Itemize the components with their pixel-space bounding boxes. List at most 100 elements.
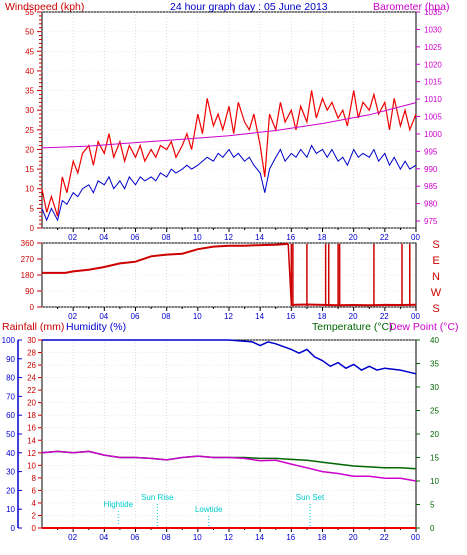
temp-y-label: 25 (430, 407, 439, 416)
humidity-x-label: 10 (193, 533, 202, 542)
chart-layer: 0510152025303540455055975980985990995100… (2, 8, 443, 542)
wind-x-label: 02 (68, 233, 77, 242)
direction-x-label: 04 (99, 312, 108, 321)
compass-label: N (432, 271, 440, 283)
temperature-axis-label: Temperature (°C) (312, 321, 393, 333)
wind-y-label: 25 (25, 126, 34, 135)
wind-x-label: 22 (380, 233, 389, 242)
humidity-x-label: 08 (162, 533, 171, 542)
wind-x-label: 10 (193, 233, 202, 242)
baro-y-label: 995 (424, 147, 438, 156)
direction-x-label: 18 (318, 312, 327, 321)
wind-y-label: 40 (25, 67, 34, 76)
direction-y-label: 180 (21, 271, 35, 280)
direction-x-label: 10 (193, 312, 202, 321)
temp-y-label: 35 (430, 360, 439, 369)
humidity-axis-label: Humidity (%) (66, 321, 126, 333)
humidity-y-label: 40 (6, 449, 15, 458)
humidity-y-label: 60 (6, 411, 15, 420)
wind-x-label: 20 (349, 233, 358, 242)
direction-x-label: 20 (349, 312, 358, 321)
wind-y-label: 5 (30, 204, 35, 213)
baro-y-label: 1005 (424, 113, 442, 122)
rain-y-label: 22 (27, 386, 36, 395)
rain-y-label: 6 (32, 486, 37, 495)
rain-y-label: 20 (27, 399, 36, 408)
rain-y-label: 26 (27, 361, 36, 370)
baro-y-label: 1010 (424, 95, 442, 104)
compass-label: W (431, 287, 442, 299)
direction-x-label: 16 (286, 312, 295, 321)
rain-y-label: 12 (27, 449, 36, 458)
humidity-x-label: 14 (255, 533, 264, 542)
rain-y-label: 24 (27, 374, 36, 383)
temp-y-label: 10 (430, 477, 439, 486)
baro-y-label: 990 (424, 165, 438, 174)
temp-y-label: 5 (430, 501, 435, 510)
compass-label: E (432, 255, 439, 267)
annotation-label: Lowtide (195, 505, 223, 514)
direction-x-label: 02 (68, 312, 77, 321)
direction-y-label: 360 (21, 239, 35, 248)
annotation-label: Sun Rise (141, 493, 174, 502)
baro-y-label: 975 (424, 217, 438, 226)
wind-y-label: 15 (25, 165, 34, 174)
barometer-axis-label: Barometer (hpa) (373, 1, 449, 13)
humidity-y-label: 0 (11, 524, 16, 533)
humidity-x-label: 06 (131, 533, 140, 542)
direction-x-label: 00 (411, 312, 420, 321)
compass-label: S (432, 303, 439, 315)
series-wind-direction (42, 242, 289, 274)
annotation-label: Hightide (104, 500, 134, 509)
humidity-y-label: 80 (6, 374, 15, 383)
direction-y-label: 270 (21, 255, 35, 264)
rain-y-label: 16 (27, 424, 36, 433)
baro-y-label: 1020 (424, 60, 442, 69)
wind-x-label: 06 (131, 233, 140, 242)
rain-y-label: 10 (27, 461, 36, 470)
wind-x-label: 16 (286, 233, 295, 242)
annotation-label: Sun Set (296, 493, 325, 502)
humidity-y-label: 10 (6, 505, 15, 514)
direction-x-label: 06 (131, 312, 140, 321)
rain-y-label: 2 (32, 511, 37, 520)
wind-y-label: 0 (30, 224, 35, 233)
baro-y-label: 1000 (424, 130, 442, 139)
series-barometer (41, 102, 417, 149)
series-average (41, 144, 417, 222)
rain-y-label: 28 (27, 349, 36, 358)
wind-y-label: 35 (25, 87, 34, 96)
wind-x-label: 04 (99, 233, 108, 242)
humidity-y-label: 20 (6, 486, 15, 495)
temp-y-label: 20 (430, 430, 439, 439)
wind-y-label: 20 (25, 145, 34, 154)
series-wind-direction-late (291, 303, 417, 307)
temp-y-label: 0 (430, 524, 435, 533)
humidity-x-label: 02 (68, 533, 77, 542)
baro-y-label: 985 (424, 182, 438, 191)
rain-y-label: 4 (32, 499, 37, 508)
wind-x-label: 00 (411, 233, 420, 242)
temp-y-label: 30 (430, 383, 439, 392)
graph-title: 24 hour graph day : 05 June 2013 (170, 1, 328, 13)
humidity-y-label: 90 (6, 355, 15, 364)
direction-x-label: 14 (255, 312, 264, 321)
humidity-x-label: 20 (349, 533, 358, 542)
humidity-y-label: 30 (6, 468, 15, 477)
humidity-y-label: 100 (2, 336, 16, 345)
wind-x-label: 14 (255, 233, 264, 242)
rainfall-axis-label: Rainfall (mm) (2, 321, 64, 333)
compass-label: S (432, 239, 439, 251)
wind-y-label: 55 (25, 8, 34, 17)
humidity-y-label: 70 (6, 392, 15, 401)
direction-x-label: 22 (380, 312, 389, 321)
baro-y-label: 1015 (424, 78, 442, 87)
rain-y-label: 0 (32, 524, 37, 533)
wind-y-label: 50 (25, 28, 34, 37)
rain-y-label: 30 (27, 336, 36, 345)
series-dew-point (41, 450, 417, 482)
humidity-x-label: 22 (380, 533, 389, 542)
humidity-x-label: 16 (286, 533, 295, 542)
baro-y-label: 1030 (424, 25, 442, 34)
